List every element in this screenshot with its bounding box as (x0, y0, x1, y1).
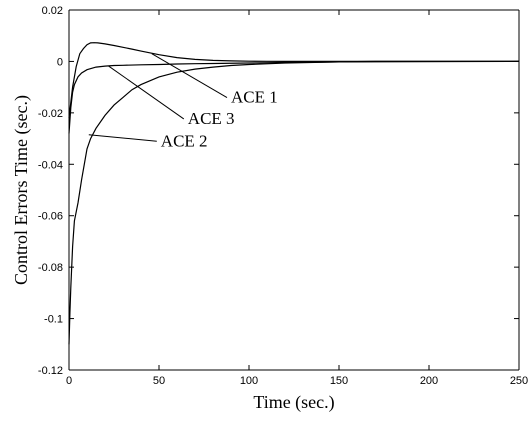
series-line-ace-3 (68, 60, 519, 134)
x-axis-label: Time (sec.) (253, 392, 334, 413)
y-tick-label: -0.06 (38, 211, 63, 223)
annotation-label: ACE 1 (231, 88, 278, 107)
annotation-leader (108, 65, 185, 120)
annotation-label: ACE 2 (161, 131, 208, 150)
plot-area (68, 9, 520, 371)
x-tick-label: 150 (330, 375, 348, 387)
y-axis-label: Control Errors Time (sec.) (11, 95, 32, 285)
series-line-ace-2 (68, 60, 520, 345)
y-tick-label: -0.08 (38, 262, 63, 274)
x-tick-label: 100 (240, 375, 258, 387)
x-tick-label: 50 (153, 375, 165, 387)
series-line-ace-1 (68, 42, 519, 119)
y-tick-label: -0.1 (44, 314, 63, 326)
x-tick-label: 0 (66, 375, 72, 387)
y-tick-label: 0.02 (42, 5, 63, 17)
y-tick-label: -0.04 (38, 159, 63, 171)
series-group (68, 42, 520, 345)
x-tick-label: 200 (420, 375, 438, 387)
y-tick-label: -0.02 (38, 108, 63, 120)
y-tick-label: -0.12 (38, 365, 63, 377)
annotation-group: ACE 1 ACE 3 ACE 2 (88, 53, 278, 150)
annotation-leader (88, 134, 157, 142)
x-tick-label: 250 (510, 375, 528, 387)
tick-group: 0 50 100 150 200 250 0.02 0 -0.02 -0.04 -0.06 -0.08… (38, 5, 528, 387)
annotation-label: ACE 3 (188, 109, 235, 128)
annotation-leader (151, 53, 228, 99)
y-tick-label: 0 (57, 56, 63, 68)
